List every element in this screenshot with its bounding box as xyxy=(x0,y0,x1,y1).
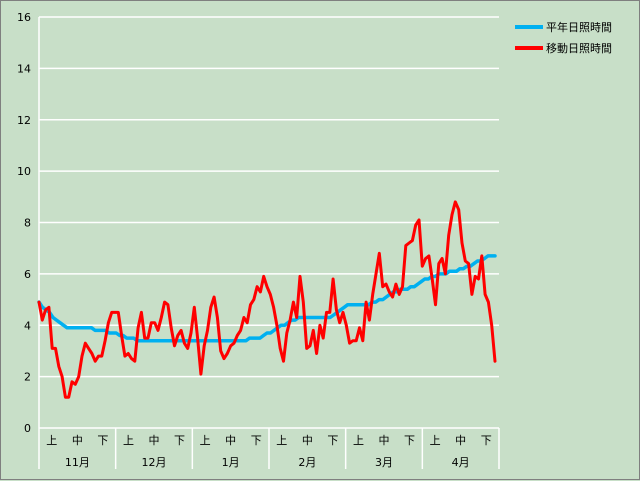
x-tick-label: 下 xyxy=(97,434,108,447)
y-tick-label: 0 xyxy=(24,422,31,435)
x-tick-label: 下 xyxy=(481,434,492,447)
x-tick-label: 上 xyxy=(200,434,211,447)
x-tick-label: 中 xyxy=(455,434,466,447)
x-group-label: 4月 xyxy=(452,456,470,469)
y-tick-label: 10 xyxy=(17,165,31,178)
y-tick-label: 16 xyxy=(17,11,31,24)
x-tick-label: 上 xyxy=(276,434,287,447)
x-tick-label: 上 xyxy=(430,434,441,447)
y-tick-label: 2 xyxy=(24,371,31,384)
y-tick-label: 12 xyxy=(17,114,31,127)
legend-label-2: 移動日照時間 xyxy=(546,41,612,55)
y-tick-label: 6 xyxy=(24,268,31,281)
x-group-label: 2月 xyxy=(298,456,316,469)
series-line-2 xyxy=(37,200,497,399)
x-tick-label: 下 xyxy=(327,434,338,447)
x-group-label: 12月 xyxy=(142,456,167,469)
y-axis-ticks: 0 2 4 6 8 10 12 14 16 xyxy=(17,11,31,435)
x-group-label: 1月 xyxy=(222,456,240,469)
x-tick-label: 中 xyxy=(72,434,83,447)
series-lines xyxy=(37,200,497,399)
x-tick-label: 中 xyxy=(225,434,236,447)
x-group-label: 11月 xyxy=(65,456,90,469)
x-tick-label: 上 xyxy=(353,434,364,447)
x-tick-label: 中 xyxy=(149,434,160,447)
y-tick-label: 14 xyxy=(17,62,31,75)
x-tick-label: 上 xyxy=(123,434,134,447)
x-tick-label: 下 xyxy=(404,434,415,447)
y-tick-label: 8 xyxy=(24,217,31,230)
x-tick-label: 上 xyxy=(46,434,57,447)
x-group-label: 3月 xyxy=(375,456,393,469)
y-tick-label: 4 xyxy=(24,319,31,332)
x-tick-label: 下 xyxy=(251,434,262,447)
x-tick-label: 下 xyxy=(174,434,185,447)
x-tick-label: 中 xyxy=(302,434,313,447)
x-axis: 上 中 下 上 中 下 上 中 下 上 中 下 上 中 下 上 中 下 11月 12月 1月 2月 3月 4月 xyxy=(38,17,500,469)
series-line-1 xyxy=(37,254,497,343)
legend-label-1: 平年日照時間 xyxy=(546,20,612,34)
x-tick-label: 中 xyxy=(379,434,390,447)
gridlines xyxy=(39,16,499,378)
